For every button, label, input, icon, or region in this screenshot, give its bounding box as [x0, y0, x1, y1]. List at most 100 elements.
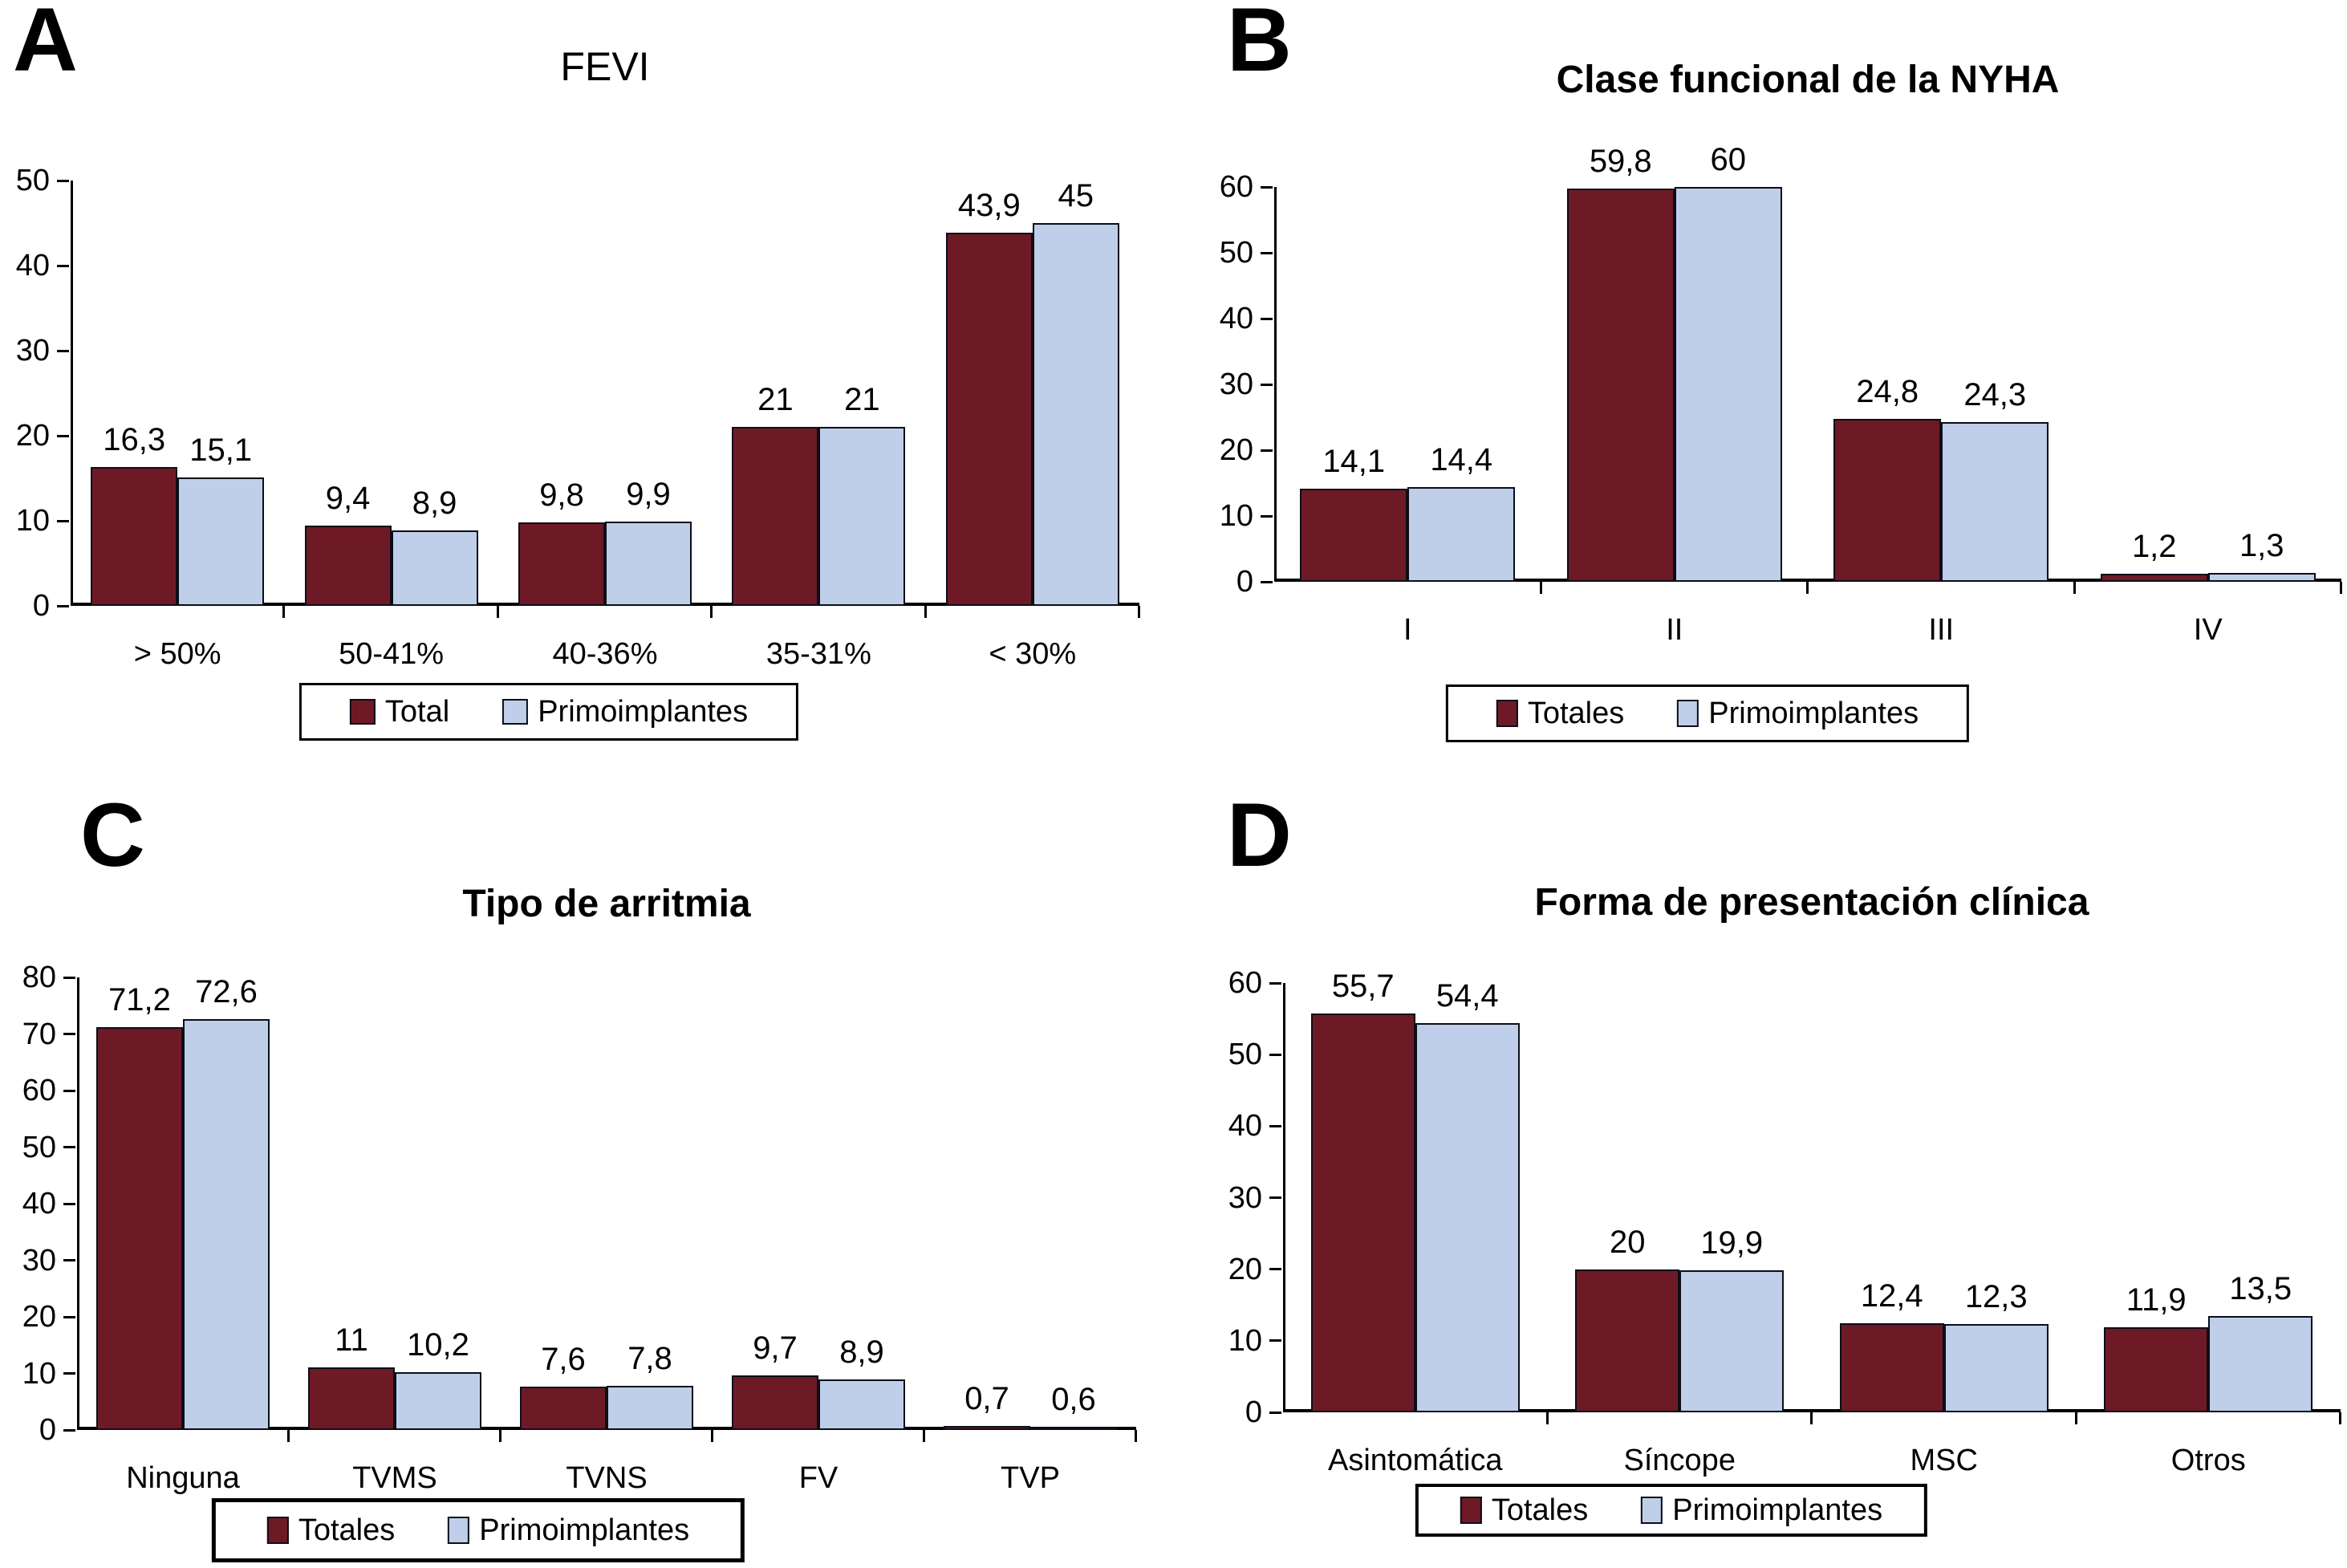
category-label-50: > 50%: [133, 637, 221, 671]
legend-label-primoimplantes: Primoimplantes: [538, 695, 749, 729]
chart-A: 0 10 20 30 40 50 16,3 15,1 > 50% 9,4 8,9 50-41% 9,8 9…: [0, 0, 1173, 784]
y-tick-mark-50: [57, 179, 69, 182]
y-tick-label-60: 60: [1219, 170, 1253, 204]
bar-primoimplantes-iii: [1941, 421, 2049, 582]
x-tick-mark-2: [499, 1430, 501, 1442]
x-tick-mark-3: [2073, 582, 2076, 594]
x-tick-mark-4: [924, 606, 927, 618]
legend-swatch-primoimplantes: [1677, 700, 1699, 727]
y-tick-label-40: 40: [15, 249, 50, 282]
legend-item-totales: Totales: [266, 1513, 396, 1547]
plot-area-B: [1274, 187, 2341, 582]
legend-C: Totales Primoimplantes: [211, 1498, 745, 1562]
x-tick-mark-2: [1810, 1412, 1813, 1424]
legend-swatch-primoimplantes: [502, 699, 529, 725]
bar-value-totales-otros: 11,9: [2126, 1282, 2187, 1318]
bar-primoimplantes-50-41: [391, 530, 478, 606]
y-tick-label-50: 50: [1228, 1038, 1262, 1072]
plot-area-D: [1283, 983, 2341, 1412]
bar-value-totales-tvns: 7,6: [541, 1342, 586, 1378]
x-tick-mark-3: [2074, 1412, 2077, 1424]
bar-totales-i: [1300, 489, 1408, 582]
panel-title-B: Clase funcional de la NYHA: [1556, 59, 2060, 101]
bar-totales-tvms: [308, 1367, 395, 1430]
x-tick-mark-1: [1545, 1412, 1549, 1424]
bar-totales-ninguna: [96, 1027, 183, 1430]
bar-value-totales-tvp: 0,7: [964, 1381, 1009, 1417]
y-tick-label-20: 20: [1219, 433, 1253, 467]
x-tick-mark-1: [287, 1430, 290, 1442]
y-tick-mark-40: [1261, 317, 1273, 320]
legend-item-primoimplantes: Primoimplantes: [448, 1515, 689, 1546]
panel-letter-A: A: [13, 0, 78, 90]
legend-D: Totales Primoimplantes: [1415, 1484, 1928, 1537]
bar-value-totales-ninguna: 71,2: [108, 982, 171, 1018]
panel-letter-D: D: [1227, 785, 1292, 885]
bar-value-total-50: 16,3: [103, 422, 166, 458]
y-tick-label-0: 0: [32, 589, 50, 623]
legend-label-totales: Totales: [298, 1513, 396, 1547]
x-tick-mark-5: [1138, 606, 1140, 618]
category-label-40-36: 40-36%: [552, 637, 658, 671]
bar-primoimplantes-i: [1407, 486, 1516, 582]
legend-label-primoimplantes: Primoimplantes: [1708, 697, 1919, 730]
bar-value-total-50-41: 9,4: [325, 481, 371, 517]
bar-totales-fv: [732, 1375, 818, 1430]
y-tick-mark-10: [1261, 514, 1273, 518]
legend-item-primoimplantes: Primoimplantes: [502, 697, 748, 727]
y-tick-label-30: 30: [1219, 368, 1253, 401]
x-tick-mark-4: [2339, 1412, 2341, 1424]
y-tick-mark-30: [1261, 383, 1273, 386]
category-label-otros: Otros: [2170, 1444, 2246, 1477]
bar-value-primoimplantes-40-36: 9,9: [626, 477, 671, 513]
bar-value-totales-ii: 59,8: [1589, 143, 1652, 179]
y-tick-label-40: 40: [1219, 302, 1253, 335]
legend-swatch-primoimplantes: [1641, 1497, 1663, 1524]
y-tick-label-30: 30: [1228, 1180, 1262, 1215]
category-label-30: < 30%: [989, 637, 1077, 671]
legend-swatch-primoimplantes: [448, 1517, 470, 1544]
y-tick-mark-0: [57, 604, 69, 607]
legend-item-primoimplantes: Primoimplantes: [1677, 698, 1919, 729]
x-tick-mark-4: [923, 1430, 925, 1442]
chart-D: 0 10 20 30 40 50 60 55,7 54,4 Asintomática 20 19,9 S…: [1174, 784, 2347, 1568]
bar-value-primoimplantes-ii: 60: [1710, 142, 1747, 177]
y-tick-label-50: 50: [22, 1130, 56, 1164]
bar-value-primoimplantes-50: 15,1: [189, 432, 253, 468]
bar-totales-asintom-tica: [1310, 1014, 1415, 1412]
y-tick-label-40: 40: [1228, 1109, 1262, 1144]
bar-primoimplantes-40-36: [605, 522, 692, 606]
legend-label-primoimplantes: Primoimplantes: [1672, 1493, 1883, 1527]
category-label-msc: MSC: [1910, 1444, 1978, 1477]
category-label-fv: FV: [798, 1461, 839, 1495]
bar-value-primoimplantes-ninguna: 72,6: [195, 974, 258, 1010]
category-label-s-ncope: Síncope: [1623, 1444, 1736, 1477]
bar-totales-ii: [1566, 188, 1675, 582]
bar-value-totales-msc: 12,4: [1860, 1278, 1923, 1314]
bar-total-50: [91, 467, 178, 606]
y-tick-mark-30: [63, 1259, 75, 1261]
bar-primoimplantes-tvp: [1030, 1426, 1117, 1430]
bar-value-primoimplantes-i: 14,4: [1430, 441, 1493, 477]
category-label-ii: II: [1666, 613, 1683, 647]
y-tick-mark-50: [1269, 1053, 1281, 1056]
bar-primoimplantes-ninguna: [183, 1019, 270, 1430]
bar-primoimplantes-otros: [2208, 1315, 2313, 1412]
x-tick-mark-1: [1539, 582, 1542, 594]
bar-value-primoimplantes-30: 45: [1058, 178, 1094, 213]
y-tick-mark-40: [63, 1202, 75, 1205]
legend-A: Total Primoimplantes: [298, 683, 799, 741]
bar-value-totales-iv: 1,2: [2131, 529, 2177, 565]
y-tick-label-10: 10: [1219, 499, 1253, 533]
y-tick-mark-60: [1261, 185, 1273, 189]
legend-label-primoimplantes: Primoimplantes: [479, 1513, 690, 1547]
bar-value-totales-i: 14,1: [1322, 444, 1386, 480]
legend-item-totales: Totales: [1496, 698, 1624, 729]
bar-totales-s-ncope: [1575, 1269, 1680, 1412]
category-label-tvms: TVMS: [352, 1461, 437, 1495]
y-tick-mark-40: [57, 264, 69, 267]
bar-total-35-31: [732, 427, 819, 606]
bar-primoimplantes-tvms: [395, 1372, 481, 1430]
y-tick-mark-70: [63, 1033, 75, 1035]
category-label-iv: IV: [2193, 613, 2223, 647]
